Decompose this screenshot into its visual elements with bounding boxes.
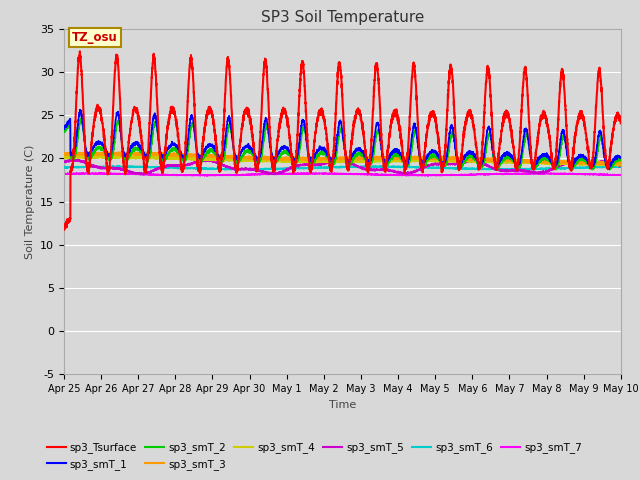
X-axis label: Time: Time xyxy=(329,400,356,409)
Title: SP3 Soil Temperature: SP3 Soil Temperature xyxy=(260,10,424,25)
Legend: sp3_Tsurface, sp3_smT_1, sp3_smT_2, sp3_smT_3, sp3_smT_4, sp3_smT_5, sp3_smT_6, : sp3_Tsurface, sp3_smT_1, sp3_smT_2, sp3_… xyxy=(43,438,586,474)
Text: TZ_osu: TZ_osu xyxy=(72,31,118,44)
Y-axis label: Soil Temperature (C): Soil Temperature (C) xyxy=(24,144,35,259)
